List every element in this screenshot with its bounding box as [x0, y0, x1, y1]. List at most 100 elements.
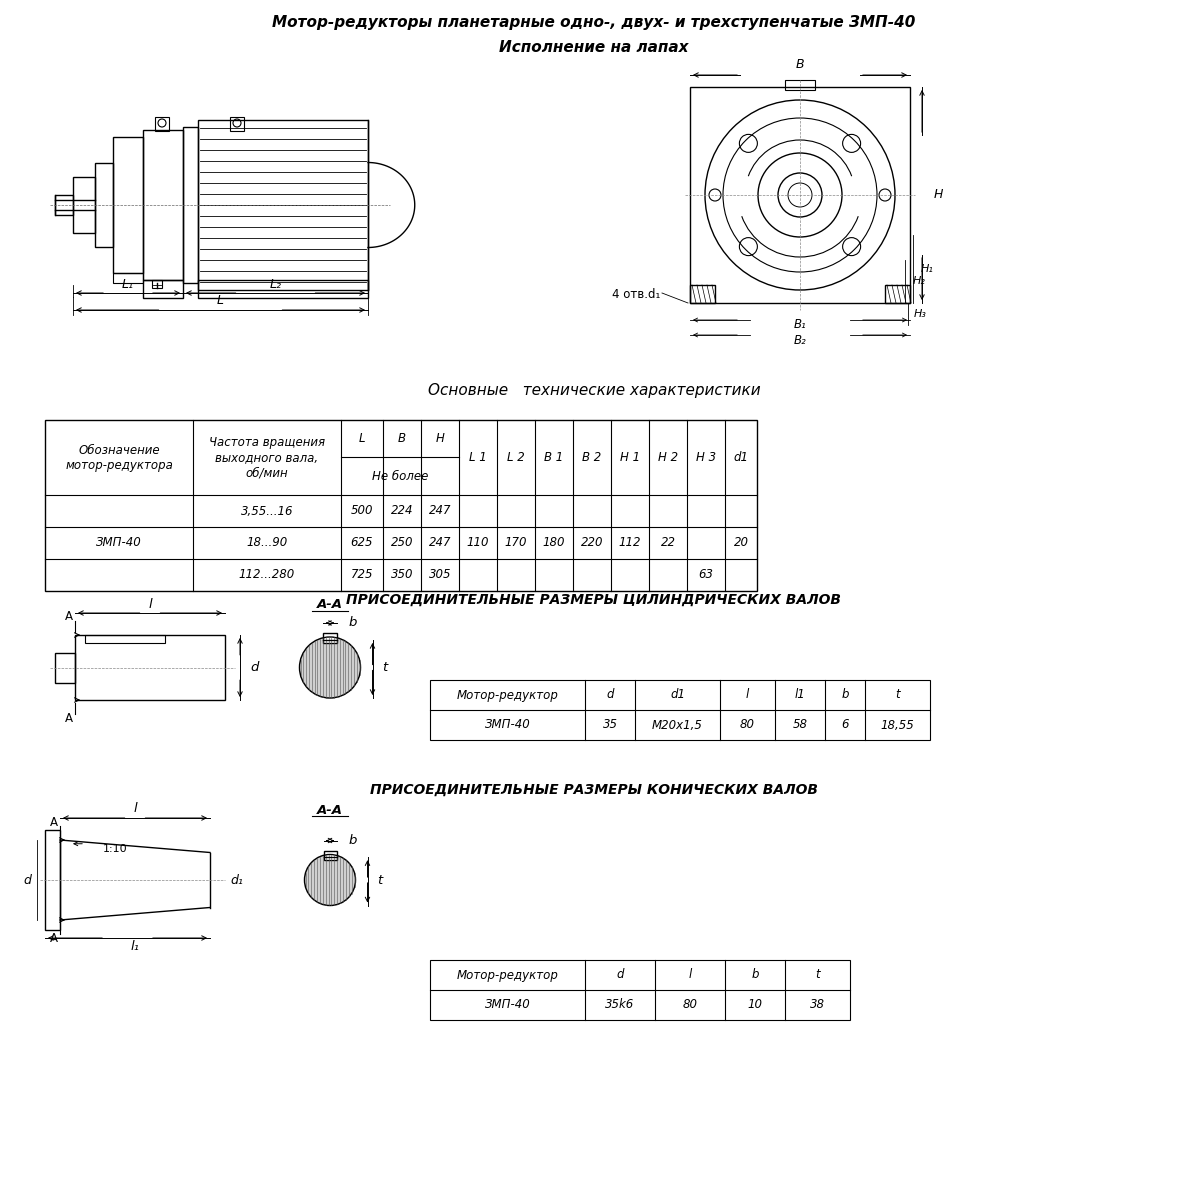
Text: 1:10: 1:10: [102, 844, 127, 853]
Text: b: b: [751, 968, 759, 982]
Text: t: t: [383, 661, 388, 674]
Text: 250: 250: [391, 536, 414, 550]
Text: ПРИСОЕДИНИТЕЛЬНЫЕ РАЗМЕРЫ КОНИЧЕСКИХ ВАЛОВ: ПРИСОЕДИНИТЕЛЬНЫЕ РАЗМЕРЫ КОНИЧЕСКИХ ВАЛ…: [370, 782, 818, 797]
Text: Мотор-редуктор: Мотор-редуктор: [457, 968, 559, 982]
Text: 180: 180: [542, 536, 565, 550]
Bar: [152, 280, 162, 288]
Text: L₂: L₂: [270, 277, 282, 290]
Polygon shape: [300, 637, 360, 698]
Text: H 2: H 2: [658, 451, 678, 464]
Text: 18...90: 18...90: [246, 536, 288, 550]
Text: l₁: l₁: [131, 941, 139, 954]
Text: 80: 80: [682, 998, 698, 1012]
Text: t: t: [895, 689, 900, 702]
Text: A: A: [50, 816, 58, 828]
Bar: [55, 194, 73, 215]
Text: t: t: [816, 968, 819, 982]
Text: 625: 625: [351, 536, 373, 550]
Text: 500: 500: [351, 504, 373, 517]
Text: 20: 20: [734, 536, 749, 550]
Text: d1: d1: [734, 451, 749, 464]
Text: d: d: [616, 968, 624, 982]
Text: H: H: [435, 432, 445, 445]
Text: A: A: [50, 931, 58, 944]
Bar: [113, 137, 143, 272]
Bar: [73, 176, 95, 233]
Text: 80: 80: [740, 719, 755, 732]
Text: L₁: L₁: [122, 277, 134, 290]
Text: d1: d1: [669, 689, 685, 702]
Text: Обозначение
мотор-редуктора: Обозначение мотор-редуктора: [65, 444, 172, 472]
Text: Исполнение на лапах: Исполнение на лапах: [499, 40, 688, 54]
Text: H₂: H₂: [913, 276, 926, 286]
Bar: [113, 272, 143, 283]
Text: A-А: A-А: [317, 599, 342, 612]
Text: B 2: B 2: [583, 451, 602, 464]
Text: 58: 58: [793, 719, 807, 732]
Text: Частота вращения
выходного вала,
об/мин: Частота вращения выходного вала, об/мин: [209, 436, 325, 479]
Text: H₁: H₁: [921, 264, 933, 274]
Text: B 1: B 1: [545, 451, 564, 464]
Bar: [430, 680, 930, 740]
Bar: [143, 130, 183, 280]
Bar: [143, 280, 183, 298]
Text: A-А: A-А: [317, 804, 342, 816]
Bar: [183, 127, 199, 283]
Text: ЗМП-40: ЗМП-40: [96, 536, 141, 550]
Text: Основные   технические характеристики: Основные технические характеристики: [428, 383, 760, 397]
Text: A: A: [65, 712, 73, 725]
Text: L: L: [218, 294, 224, 306]
Text: b: b: [350, 617, 358, 630]
Text: 170: 170: [505, 536, 527, 550]
Text: d₁: d₁: [229, 874, 243, 887]
Text: A: A: [65, 611, 73, 624]
Bar: [690, 86, 910, 302]
Bar: [75, 635, 225, 700]
Polygon shape: [304, 854, 356, 906]
Text: 110: 110: [467, 536, 489, 550]
Text: ЗМП-40: ЗМП-40: [485, 998, 530, 1012]
Text: 350: 350: [391, 569, 414, 582]
Text: 18,55: 18,55: [881, 719, 914, 732]
Text: 247: 247: [429, 504, 452, 517]
Bar: [45, 830, 59, 930]
Text: Мотор-редуктор: Мотор-редуктор: [457, 689, 559, 702]
Text: L: L: [359, 432, 365, 445]
Text: 247: 247: [429, 536, 452, 550]
Text: L 1: L 1: [470, 451, 486, 464]
Text: Мотор-редукторы планетарные одно-, двух- и трехступенчатые ЗМП-40: Мотор-редукторы планетарные одно-, двух-…: [272, 14, 916, 30]
Text: 10: 10: [748, 998, 762, 1012]
Text: H₃: H₃: [914, 308, 927, 319]
Bar: [199, 120, 369, 290]
Bar: [885, 284, 910, 302]
Bar: [229, 116, 244, 131]
Text: 224: 224: [391, 504, 414, 517]
Bar: [55, 653, 75, 683]
Text: 35k6: 35k6: [605, 998, 635, 1012]
Bar: [95, 163, 113, 247]
Bar: [785, 80, 814, 90]
Text: ПРИСОЕДИНИТЕЛЬНЫЕ РАЗМЕРЫ ЦИЛИНДРИЧЕСКИХ ВАЛОВ: ПРИСОЕДИНИТЕЛЬНЫЕ РАЗМЕРЫ ЦИЛИНДРИЧЕСКИХ…: [346, 593, 842, 607]
Text: b: b: [842, 689, 849, 702]
Text: 112...280: 112...280: [239, 569, 295, 582]
Text: l: l: [133, 803, 137, 816]
Text: l: l: [149, 598, 152, 611]
Text: 63: 63: [698, 569, 713, 582]
Text: 220: 220: [580, 536, 603, 550]
Text: l1: l1: [794, 689, 805, 702]
Text: 305: 305: [429, 569, 452, 582]
Bar: [323, 851, 336, 859]
Text: 22: 22: [661, 536, 675, 550]
Text: 4 отв.d₁: 4 отв.d₁: [611, 288, 660, 301]
Text: 38: 38: [810, 998, 825, 1012]
Text: Не более: Не более: [372, 469, 428, 482]
Text: H: H: [935, 188, 943, 202]
Text: L 2: L 2: [508, 451, 524, 464]
Bar: [690, 284, 715, 302]
Text: H 1: H 1: [619, 451, 640, 464]
Bar: [84, 635, 165, 643]
Text: B: B: [398, 432, 405, 445]
Text: B₁: B₁: [793, 318, 806, 330]
Bar: [430, 960, 850, 1020]
Text: 6: 6: [842, 719, 849, 732]
